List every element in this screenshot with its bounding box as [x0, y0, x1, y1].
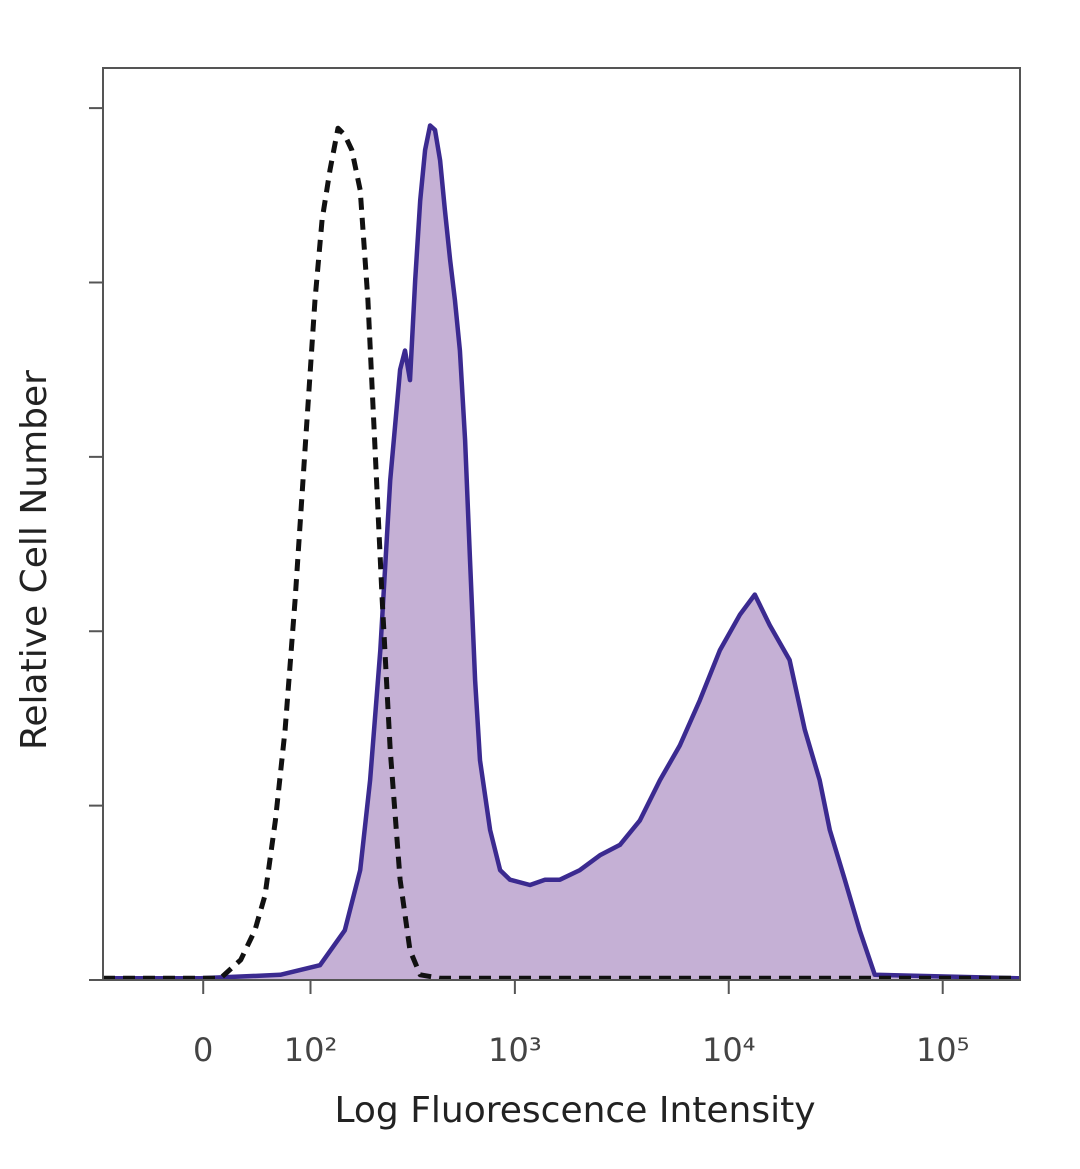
x-tick-label: 10⁵: [916, 1031, 970, 1069]
x-tick-label: 0: [193, 1031, 213, 1069]
x-tick-label: 10²: [284, 1031, 338, 1069]
y-axis-label: Relative Cell Number: [14, 370, 55, 750]
line: [103, 125, 1020, 981]
x-tick-label: 10⁴: [702, 1031, 756, 1069]
area: [103, 125, 1020, 980]
line: [103, 123, 1021, 981]
x-axis-label: Log Fluorescence Intensity: [334, 1090, 815, 1131]
plot-frame: [102, 67, 1021, 981]
x-tick-label: 10³: [488, 1031, 542, 1069]
